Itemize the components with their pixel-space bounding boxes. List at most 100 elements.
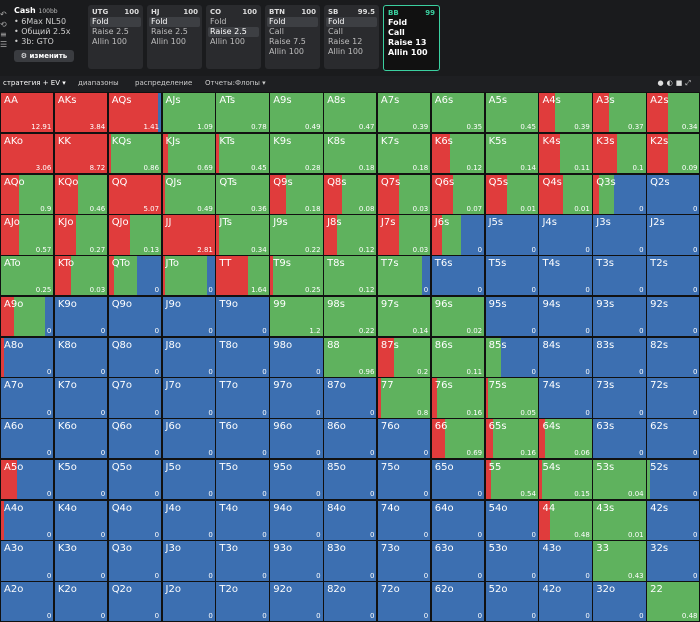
hand-cell-44[interactable]: 44 0.48 xyxy=(538,499,593,541)
hand-cell-k4s[interactable]: K4s 0.11 xyxy=(538,132,593,175)
action-option[interactable]: Raise 2.5 xyxy=(208,27,259,37)
hand-cell-k7s[interactable]: K7s 0.18 xyxy=(376,132,432,175)
hand-cell-kk[interactable]: KK 8.72 xyxy=(53,132,109,175)
change-button[interactable]: ⚙ изменить xyxy=(14,50,74,62)
hand-cell-76s[interactable]: 76s 0.16 xyxy=(430,377,486,419)
tab-distribution[interactable]: распределение xyxy=(135,79,193,87)
hand-cell-j4s[interactable]: J4s 0 xyxy=(538,214,593,256)
hand-cell-aqs[interactable]: AQs 1.41 xyxy=(107,92,163,134)
hand-cell-93o[interactable]: 93o 0 xyxy=(269,540,324,582)
hand-cell-a9o[interactable]: A9o 0 xyxy=(0,295,55,338)
hand-cell-92s[interactable]: 92s 0 xyxy=(646,295,700,338)
hand-cell-85s[interactable]: 85s 0 xyxy=(484,336,539,378)
hand-cell-qjo[interactable]: QJo 0.13 xyxy=(107,214,163,256)
hand-cell-63s[interactable]: 63s 0 xyxy=(592,418,647,460)
hand-cell-q3o[interactable]: Q3o 0 xyxy=(107,540,163,582)
hand-cell-t7s[interactable]: T7s 0 xyxy=(376,255,432,297)
hand-cell-66[interactable]: 66 0.69 xyxy=(430,418,486,460)
hand-cell-a4o[interactable]: A4o 0 xyxy=(0,499,55,541)
hand-cell-98o[interactable]: 98o 0 xyxy=(269,336,324,378)
hand-cell-62s[interactable]: 62s 0 xyxy=(646,418,700,460)
hand-cell-73s[interactable]: 73s 0 xyxy=(592,377,647,419)
hand-cell-k3s[interactable]: K3s 0.1 xyxy=(592,132,647,175)
hand-cell-t8s[interactable]: T8s 0.12 xyxy=(323,255,378,297)
action-option[interactable]: Allin 100 xyxy=(92,37,128,46)
hand-cell-a8o[interactable]: A8o 0 xyxy=(0,336,55,378)
hand-cell-95s[interactable]: 95s 0 xyxy=(484,295,539,338)
action-option[interactable]: Fold xyxy=(326,17,377,27)
position-bb[interactable]: BB 99 Fold Call Raise 13 Allin 100 xyxy=(383,5,440,71)
hand-cell-75s[interactable]: 75s 0.05 xyxy=(484,377,539,419)
hand-cell-q9s[interactable]: Q9s 0.18 xyxy=(269,173,324,215)
hand-cell-q6s[interactable]: Q6s 0.07 xyxy=(430,173,486,215)
action-option[interactable]: Call xyxy=(269,27,284,36)
hand-cell-83s[interactable]: 83s 0 xyxy=(592,336,647,378)
hand-cell-94s[interactable]: 94s 0 xyxy=(538,295,593,338)
hand-cell-82s[interactable]: 82s 0 xyxy=(646,336,700,378)
tab-flop-reports[interactable]: Отчеты:Флопы ▾ xyxy=(205,79,266,87)
hand-cell-t6o[interactable]: T6o 0 xyxy=(215,418,270,460)
hand-cell-a3s[interactable]: A3s 0.37 xyxy=(592,92,647,134)
hand-cell-95o[interactable]: 95o 0 xyxy=(269,458,324,501)
hand-cell-a6o[interactable]: A6o 0 xyxy=(0,418,55,460)
hand-cell-84o[interactable]: 84o 0 xyxy=(323,499,378,541)
hand-cell-k7o[interactable]: K7o 0 xyxy=(53,377,109,419)
hand-cell-94o[interactable]: 94o 0 xyxy=(269,499,324,541)
hand-cell-k2s[interactable]: K2s 0.09 xyxy=(646,132,700,175)
hand-cell-97o[interactable]: 97o 0 xyxy=(269,377,324,419)
hand-cell-43o[interactable]: 43o 0 xyxy=(538,540,593,582)
hand-cell-96o[interactable]: 96o 0 xyxy=(269,418,324,460)
hand-cell-q7s[interactable]: Q7s 0.03 xyxy=(376,173,432,215)
hand-cell-t8o[interactable]: T8o 0 xyxy=(215,336,270,378)
hand-cell-83o[interactable]: 83o 0 xyxy=(323,540,378,582)
hand-cell-jj[interactable]: JJ 2.81 xyxy=(161,214,216,256)
hand-cell-93s[interactable]: 93s 0 xyxy=(592,295,647,338)
hand-cell-qts[interactable]: QTs 0.36 xyxy=(215,173,270,215)
action-option[interactable]: Fold xyxy=(149,17,200,27)
position-btn[interactable]: BTN 100 Fold Call Raise 7.5 Allin 100 xyxy=(265,5,320,69)
hand-cell-96s[interactable]: 96s 0.02 xyxy=(430,295,486,338)
hand-cell-a5s[interactable]: A5s 0.45 xyxy=(484,92,539,134)
hand-cell-ats[interactable]: ATs 0.78 xyxy=(215,92,270,134)
history-icon[interactable]: ⟲ xyxy=(0,20,7,29)
action-option[interactable]: Allin 100 xyxy=(388,48,428,57)
hand-cell-q3s[interactable]: Q3s 0 xyxy=(592,173,647,215)
hand-cell-88[interactable]: 88 0.96 xyxy=(323,336,378,378)
hand-cell-a2s[interactable]: A2s 0.34 xyxy=(646,92,700,134)
hand-cell-ato[interactable]: ATo 0.25 xyxy=(0,255,55,297)
action-option[interactable]: Fold xyxy=(388,18,408,27)
hand-cell-64o[interactable]: 64o 0 xyxy=(430,499,486,541)
hand-cell-a3o[interactable]: A3o 0 xyxy=(0,540,55,582)
hand-cell-kts[interactable]: KTs 0.45 xyxy=(215,132,270,175)
hand-cell-aks[interactable]: AKs 3.84 xyxy=(53,92,109,134)
hand-cell-73o[interactable]: 73o 0 xyxy=(376,540,432,582)
hand-cell-t5o[interactable]: T5o 0 xyxy=(215,458,270,501)
hand-cell-a7o[interactable]: A7o 0 xyxy=(0,377,55,419)
hand-cell-k6s[interactable]: K6s 0.12 xyxy=(430,132,486,175)
hand-cell-kto[interactable]: KTo 0.03 xyxy=(53,255,109,297)
hand-cell-54s[interactable]: 54s 0.15 xyxy=(538,458,593,501)
hand-cell-j8s[interactable]: J8s 0.12 xyxy=(323,214,378,256)
hand-cell-qjs[interactable]: QJs 0.49 xyxy=(161,173,216,215)
hand-cell-a7s[interactable]: A7s 0.39 xyxy=(376,92,432,134)
hand-cell-87s[interactable]: 87s 0.2 xyxy=(376,336,432,378)
hand-cell-98s[interactable]: 98s 0.22 xyxy=(323,295,378,338)
hand-cell-65o[interactable]: 65o 0 xyxy=(430,458,486,501)
hand-cell-33[interactable]: 33 0.43 xyxy=(592,540,647,582)
hand-cell-t2s[interactable]: T2s 0 xyxy=(646,255,700,297)
hand-cell-a8s[interactable]: A8s 0.47 xyxy=(323,92,378,134)
hand-cell-j5o[interactable]: J5o 0 xyxy=(161,458,216,501)
hand-cell-87o[interactable]: 87o 0 xyxy=(323,377,378,419)
hand-cell-k4o[interactable]: K4o 0 xyxy=(53,499,109,541)
hand-cell-q2s[interactable]: Q2s 0 xyxy=(646,173,700,215)
hand-cell-j3o[interactable]: J3o 0 xyxy=(161,540,216,582)
undo-icon[interactable]: ↶ xyxy=(0,10,7,19)
hand-cell-q6o[interactable]: Q6o 0 xyxy=(107,418,163,460)
hand-cell-k5s[interactable]: K5s 0.14 xyxy=(484,132,539,175)
hand-cell-j5s[interactable]: J5s 0 xyxy=(484,214,539,256)
hand-cell-j2o[interactable]: J2o 0 xyxy=(161,581,216,622)
action-option[interactable]: Raise 12 xyxy=(328,37,363,46)
action-option[interactable]: Allin 100 xyxy=(328,47,364,56)
hand-cell-aqo[interactable]: AQo 0.9 xyxy=(0,173,55,215)
hand-cell-k2o[interactable]: K2o 0 xyxy=(53,581,109,622)
